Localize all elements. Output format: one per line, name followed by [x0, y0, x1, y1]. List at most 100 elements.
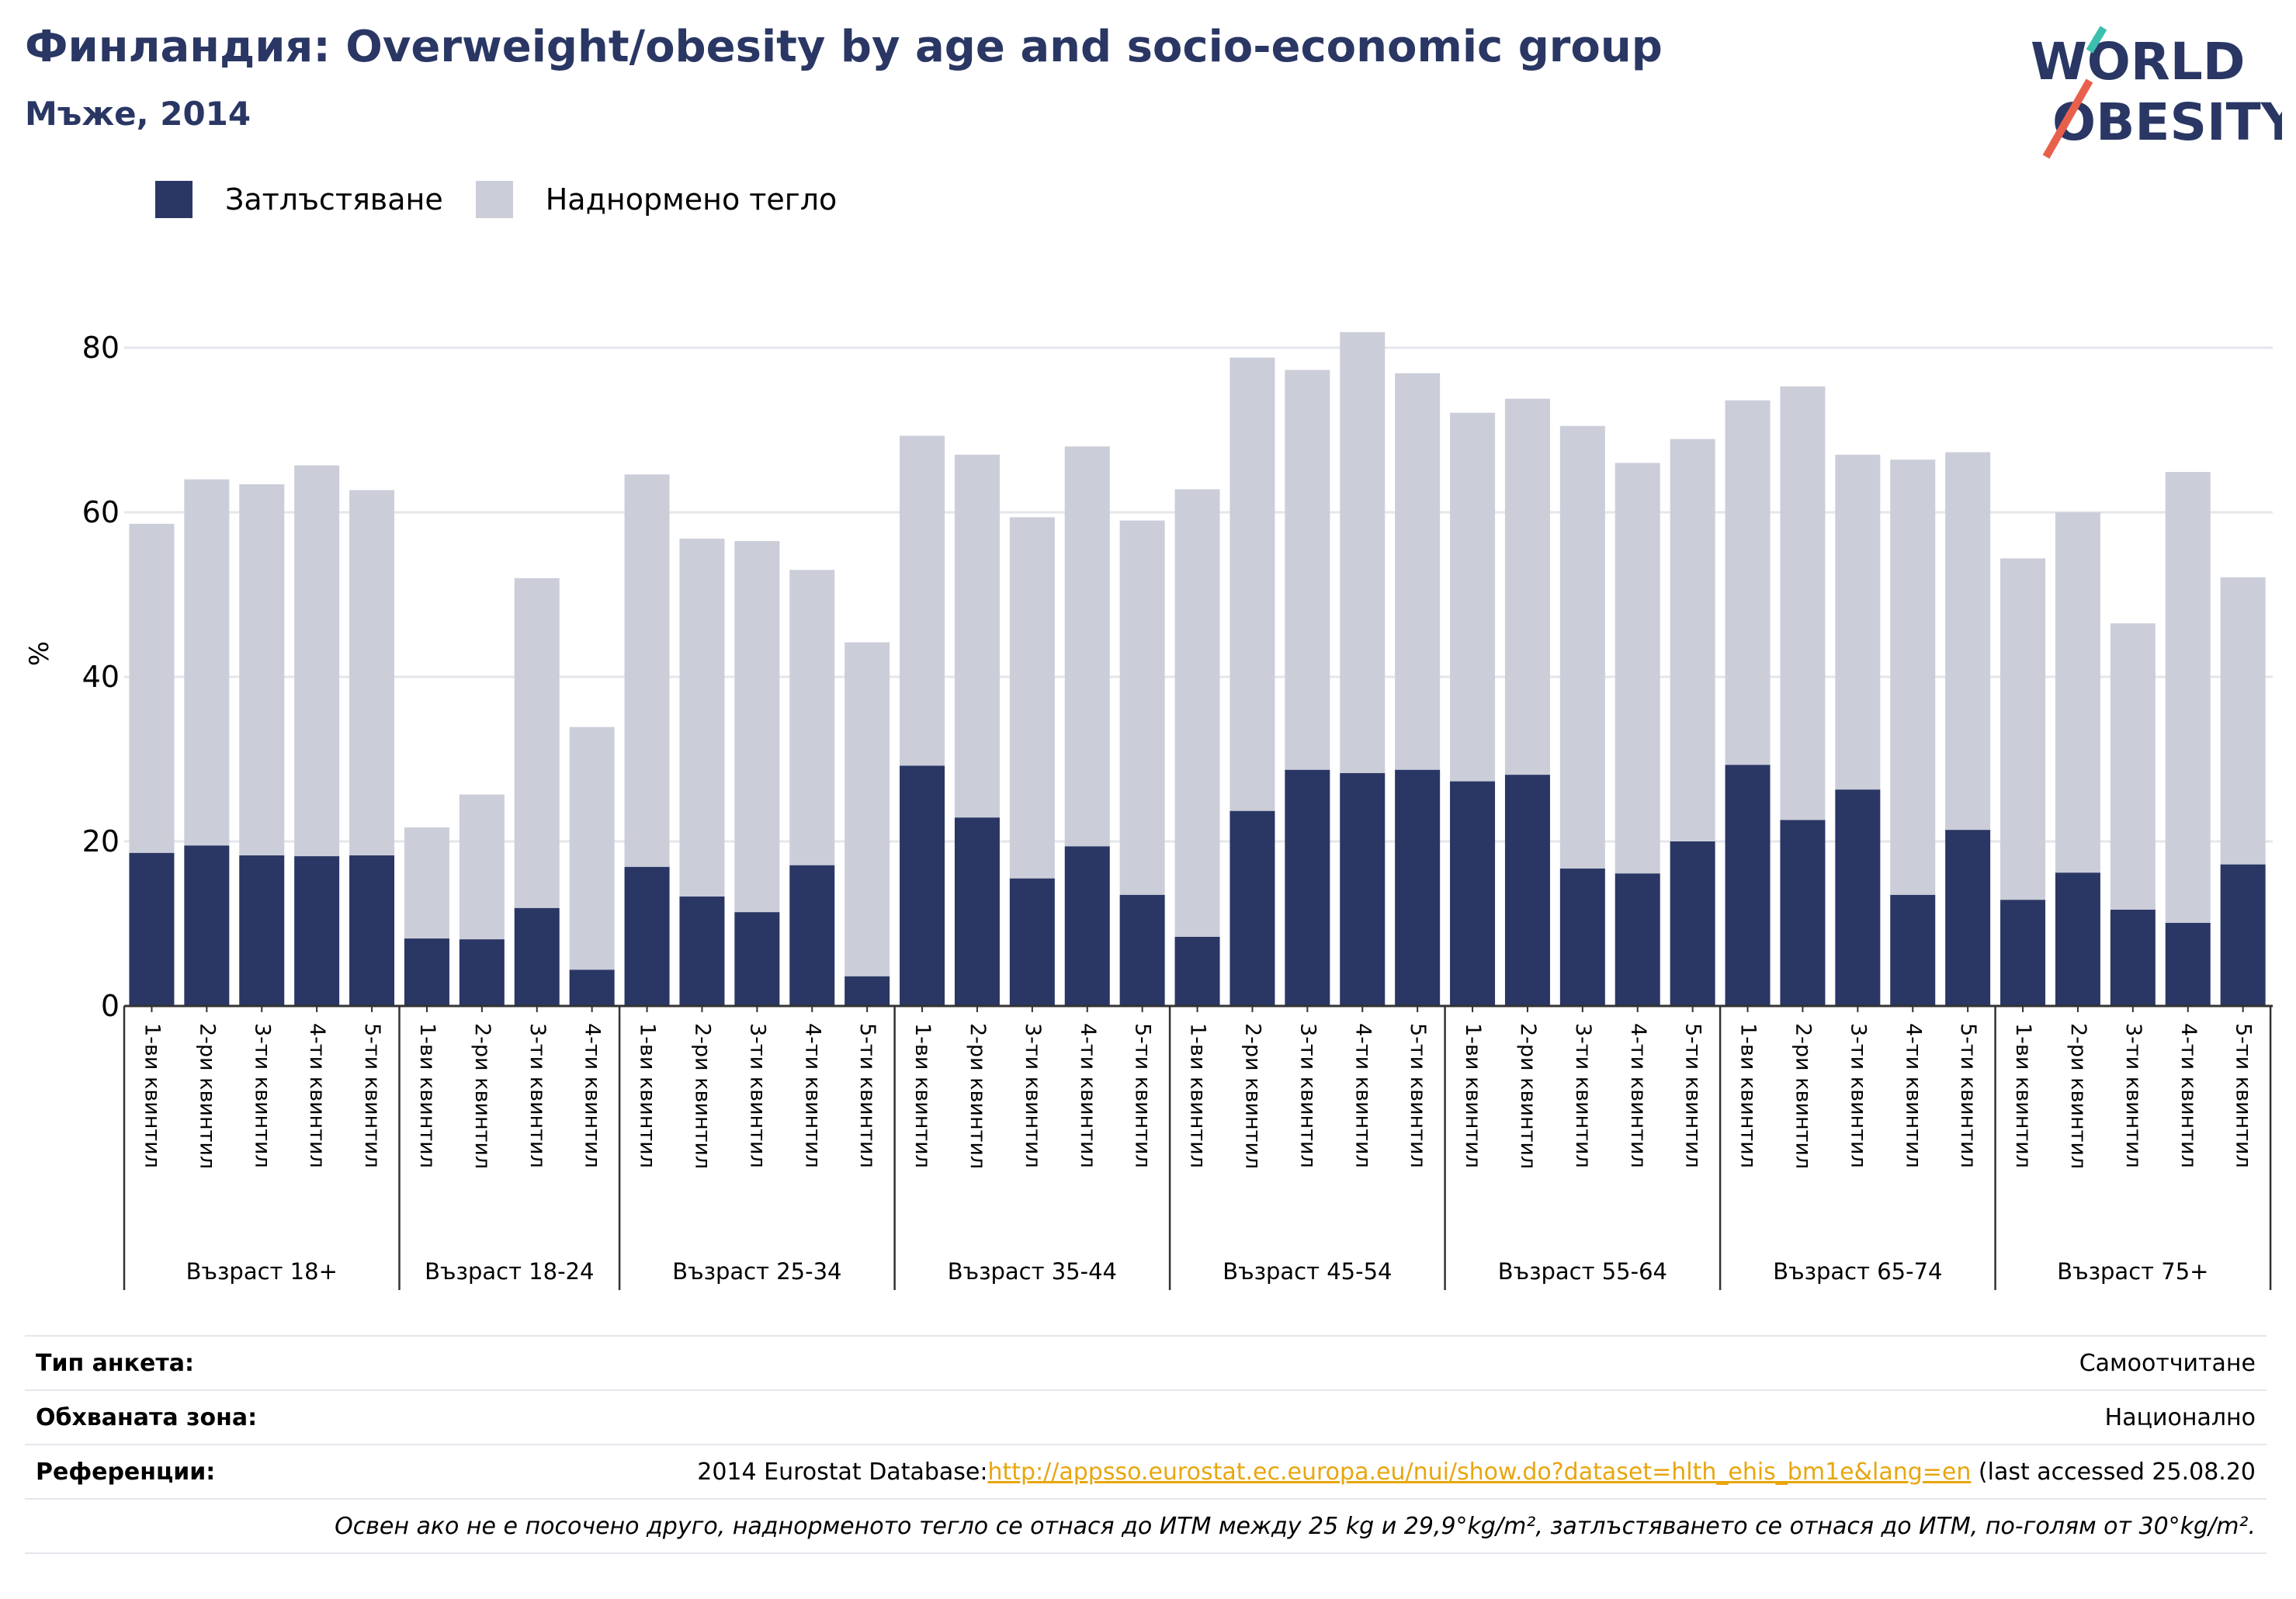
bar-overweight[interactable] [1614, 463, 1660, 874]
bar-overweight[interactable] [679, 538, 725, 897]
survey-type-value: Самоотчитане [2079, 1349, 2256, 1377]
bar-obesity[interactable] [294, 856, 340, 1006]
logo-line2: OBESITY [2052, 92, 2282, 152]
x-tick-label: 4-ти квинтил [2176, 1023, 2201, 1168]
bar-overweight[interactable] [624, 474, 670, 867]
bar-obesity[interactable] [1890, 894, 1936, 1006]
group-label: Възраст 35-44 [948, 1258, 1117, 1285]
bar-obesity[interactable] [239, 855, 285, 1006]
bar-overweight[interactable] [2000, 558, 2046, 900]
x-tick-label: 2-ри квинтил [2066, 1023, 2090, 1169]
x-tick-label: 1-ви квинтил [910, 1023, 935, 1168]
bar-obesity[interactable] [679, 897, 725, 1006]
bar-obesity[interactable] [1064, 846, 1110, 1006]
x-tick-label: 2-ри квинтил [1516, 1023, 1540, 1169]
x-tick-label: 1-ви квинтил [140, 1023, 164, 1168]
bar-obesity[interactable] [1945, 830, 1991, 1006]
bar-overweight[interactable] [1725, 400, 1771, 765]
bar-obesity[interactable] [1174, 936, 1220, 1006]
x-tick-label: 3-ти квинтил [250, 1023, 274, 1168]
bar-obesity[interactable] [900, 765, 945, 1006]
bar-overweight[interactable] [2055, 512, 2100, 873]
bar-overweight[interactable] [184, 479, 230, 846]
bar-overweight[interactable] [1890, 460, 1936, 895]
bar-overweight[interactable] [459, 794, 505, 940]
bar-obesity[interactable] [1559, 868, 1605, 1006]
bar-overweight[interactable] [2220, 577, 2266, 865]
bar-obesity[interactable] [514, 907, 560, 1006]
bar-overweight[interactable] [569, 727, 615, 970]
bar-overweight[interactable] [1119, 520, 1165, 895]
bar-obesity[interactable] [349, 855, 395, 1006]
bar-obesity[interactable] [1780, 820, 1826, 1006]
bar-obesity[interactable] [1450, 781, 1496, 1006]
bar-obesity[interactable] [1009, 878, 1055, 1006]
bar-overweight[interactable] [1340, 331, 1386, 774]
bar-obesity[interactable] [1670, 841, 1715, 1006]
bar-overweight[interactable] [294, 465, 340, 857]
bar-obesity[interactable] [129, 852, 175, 1006]
bar-overweight[interactable] [1230, 357, 1275, 811]
reference-link[interactable]: http://appsso.eurostat.ec.europa.eu/nui/… [987, 1458, 1972, 1486]
bar-obesity[interactable] [1725, 765, 1771, 1006]
bar-obesity[interactable] [569, 969, 615, 1006]
bar-obesity[interactable] [1395, 769, 1441, 1006]
bar-obesity[interactable] [789, 865, 835, 1006]
x-tick-label: 1-ви квинтил [1186, 1023, 1210, 1168]
bar-obesity[interactable] [1614, 873, 1660, 1006]
bar-obesity[interactable] [2110, 909, 2156, 1006]
bar-overweight[interactable] [1945, 452, 1991, 831]
info-table: Тип анкета: Самоотчитане Обхваната зона:… [25, 1335, 2267, 1554]
bar-obesity[interactable] [1340, 773, 1386, 1006]
bar-overweight[interactable] [129, 523, 175, 853]
bar-obesity[interactable] [2055, 872, 2100, 1006]
bar-overweight[interactable] [1504, 398, 1550, 775]
bar-obesity[interactable] [624, 866, 670, 1006]
bar-obesity[interactable] [2165, 922, 2211, 1006]
bar-obesity[interactable] [184, 845, 230, 1006]
y-tick-label: 20 [82, 824, 120, 858]
bar-obesity[interactable] [404, 938, 449, 1006]
bar-obesity[interactable] [734, 912, 780, 1006]
bar-obesity[interactable] [1230, 810, 1275, 1006]
survey-type-label: Тип анкета: [36, 1349, 194, 1377]
x-tick-label: 3-ти квинтил [1295, 1023, 1320, 1168]
bar-overweight[interactable] [1559, 425, 1605, 869]
bar-overweight[interactable] [2110, 623, 2156, 910]
bar-overweight[interactable] [1450, 412, 1496, 782]
bar-overweight[interactable] [2165, 472, 2211, 923]
x-tick-label: 2-ри квинтил [966, 1023, 990, 1169]
bar-overweight[interactable] [900, 435, 945, 766]
bar-overweight[interactable] [514, 578, 560, 908]
legend-item-obesity[interactable]: Затлъстяване [155, 181, 443, 218]
bar-obesity[interactable] [2000, 900, 2046, 1006]
bar-overweight[interactable] [239, 484, 285, 856]
bar-overweight[interactable] [1009, 517, 1055, 879]
bar-obesity[interactable] [1285, 769, 1330, 1006]
bar-obesity[interactable] [2220, 864, 2266, 1006]
bar-obesity[interactable] [1119, 894, 1165, 1006]
bar-overweight[interactable] [404, 827, 449, 939]
bar-overweight[interactable] [1064, 446, 1110, 847]
bar-overweight[interactable] [1780, 386, 1826, 820]
bar-overweight[interactable] [1174, 489, 1220, 937]
bar-overweight[interactable] [954, 454, 1000, 818]
bar-obesity[interactable] [459, 939, 505, 1006]
bar-obesity[interactable] [1835, 789, 1881, 1006]
bar-overweight[interactable] [1395, 373, 1441, 770]
y-axis-label: % [24, 641, 55, 666]
legend-item-overweight[interactable]: Наднормено тегло [475, 181, 837, 218]
bar-overweight[interactable] [1835, 454, 1881, 790]
bar-overweight[interactable] [845, 642, 890, 976]
bar-overweight[interactable] [1285, 369, 1330, 770]
x-tick-label: 3-ти квинтил [745, 1023, 769, 1168]
bar-obesity[interactable] [845, 976, 890, 1006]
bar-overweight[interactable] [789, 570, 835, 865]
bar-obesity[interactable] [954, 817, 1000, 1006]
bar-overweight[interactable] [1670, 439, 1715, 841]
bar-overweight[interactable] [734, 541, 780, 913]
info-row-references: Референции: 2014 Eurostat Database:http:… [25, 1444, 2267, 1498]
x-tick-label: 3-ти квинтил [1021, 1023, 1045, 1168]
bar-overweight[interactable] [349, 490, 395, 856]
bar-obesity[interactable] [1504, 775, 1550, 1006]
